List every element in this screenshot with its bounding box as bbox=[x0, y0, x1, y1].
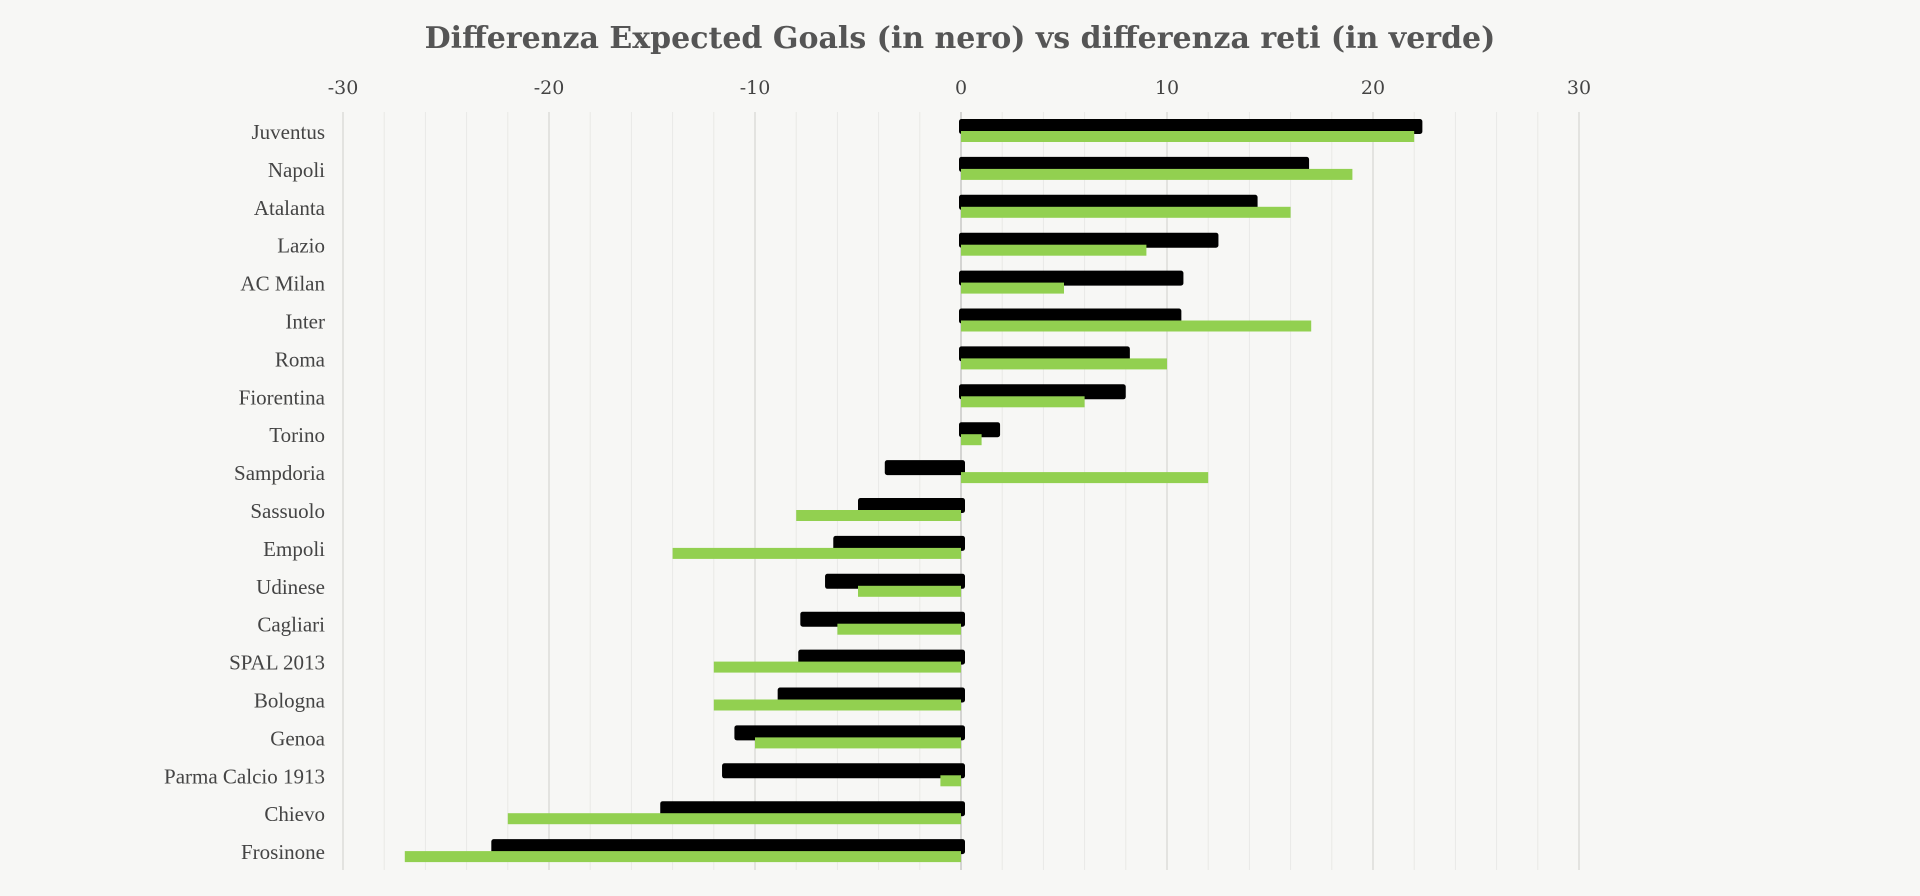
bar-expected-goals-diff bbox=[660, 801, 965, 817]
category-label: Sampdoria bbox=[234, 461, 326, 485]
bar-expected-goals-diff bbox=[959, 384, 1126, 400]
bar-expected-goals-diff bbox=[884, 460, 965, 476]
bar-expected-goals-diff bbox=[491, 839, 965, 855]
bar-goal-diff bbox=[837, 623, 961, 635]
bar-goal-diff bbox=[858, 585, 961, 597]
category-label: Juventus bbox=[252, 120, 326, 144]
x-tick-label: -20 bbox=[534, 77, 565, 99]
category-label: Fiorentina bbox=[239, 385, 326, 409]
bar-goal-diff bbox=[755, 737, 961, 749]
bar-expected-goals-diff bbox=[959, 194, 1258, 210]
y-axis-categories: Juventus Napoli Atalanta Lazio AC Milan Inter… bbox=[164, 120, 326, 864]
bar-goal-diff bbox=[961, 131, 1415, 142]
x-tick-label: 30 bbox=[1567, 77, 1591, 99]
bar-goal-diff bbox=[961, 282, 1064, 294]
bar-goal-diff bbox=[961, 434, 982, 446]
bar-expected-goals-diff bbox=[833, 535, 965, 551]
bar-goal-diff bbox=[672, 547, 961, 559]
bar-goal-diff bbox=[507, 813, 961, 825]
category-label: Inter bbox=[285, 310, 325, 334]
bar-expected-goals-diff bbox=[959, 270, 1184, 286]
bar-expected-goals-diff bbox=[798, 649, 965, 665]
x-tick-label: -10 bbox=[740, 77, 771, 99]
category-label: Udinese bbox=[256, 575, 325, 599]
bar-goal-diff bbox=[961, 168, 1353, 180]
bar-expected-goals-diff bbox=[959, 422, 1001, 438]
bar-goal-diff bbox=[713, 699, 961, 711]
bar-goal-diff bbox=[713, 661, 961, 673]
category-label: Cagliari bbox=[257, 613, 325, 637]
category-label: Chievo bbox=[264, 802, 325, 826]
category-label: Lazio bbox=[277, 234, 325, 258]
category-label: Bologna bbox=[254, 689, 326, 713]
category-label: Atalanta bbox=[254, 196, 326, 220]
category-label: Genoa bbox=[270, 726, 325, 750]
category-label: AC Milan bbox=[240, 272, 325, 296]
category-label: SPAL 2013 bbox=[229, 651, 325, 675]
category-label: Frosinone bbox=[241, 840, 325, 864]
bar-expected-goals-diff bbox=[734, 725, 965, 741]
bar-expected-goals-diff bbox=[800, 611, 965, 627]
bar-expected-goals-diff bbox=[825, 573, 965, 589]
category-label: Napoli bbox=[268, 158, 325, 182]
bar-goal-diff bbox=[796, 510, 961, 521]
bar-expected-goals-diff bbox=[959, 232, 1219, 248]
bar-goal-diff bbox=[404, 851, 961, 863]
grid-layer bbox=[342, 112, 1580, 870]
bar-goal-diff bbox=[961, 472, 1209, 484]
category-label: Empoli bbox=[263, 537, 325, 561]
bar-expected-goals-diff bbox=[777, 687, 965, 703]
x-tick-label: 10 bbox=[1155, 77, 1179, 99]
bar-expected-goals-diff bbox=[959, 119, 1423, 134]
bars bbox=[404, 119, 1423, 863]
bar-goal-diff bbox=[961, 396, 1085, 408]
bar-goal-diff bbox=[961, 206, 1291, 218]
category-label: Parma Calcio 1913 bbox=[164, 764, 325, 788]
bar-expected-goals-diff bbox=[858, 498, 965, 513]
category-label: Torino bbox=[269, 423, 325, 447]
bar-expected-goals-diff bbox=[959, 308, 1182, 324]
bar-goal-diff bbox=[961, 244, 1147, 256]
chart-title: Differenza Expected Goals (in nero) vs d… bbox=[425, 21, 1496, 56]
bar-expected-goals-diff bbox=[722, 763, 965, 779]
x-tick-label: 0 bbox=[955, 77, 967, 99]
x-axis-ticks: -30 -20 -10 0 10 20 30 bbox=[328, 77, 1591, 99]
category-label: Sassuolo bbox=[250, 499, 325, 523]
bar-goal-diff bbox=[961, 320, 1312, 332]
bar-goal-diff bbox=[940, 775, 961, 787]
bar-expected-goals-diff bbox=[959, 346, 1130, 362]
x-tick-label: -30 bbox=[328, 77, 359, 99]
bar-goal-diff bbox=[961, 358, 1167, 370]
bar-expected-goals-diff bbox=[959, 156, 1310, 172]
category-label: Roma bbox=[275, 347, 326, 371]
x-tick-label: 20 bbox=[1361, 77, 1385, 99]
